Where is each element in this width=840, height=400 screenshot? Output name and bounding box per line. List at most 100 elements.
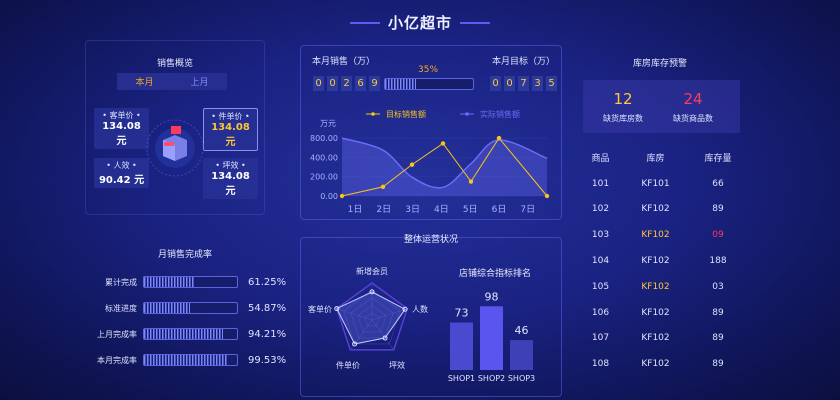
title-deco-right	[460, 22, 490, 24]
completion-bar	[143, 328, 238, 340]
bar-shop3	[510, 340, 533, 370]
inventory-title: 库房库存预警	[632, 59, 687, 69]
table-cell: 102	[591, 204, 610, 215]
table-row[interactable]: 103 KF102 09	[583, 222, 743, 248]
shop-bar-chart: 73 SHOP1 98 SHOP2 46 SHOP3	[448, 290, 535, 383]
radar-spoke	[336, 308, 373, 321]
radar-spoke	[371, 319, 394, 351]
completion-bar	[143, 276, 238, 288]
missing-warehouses-label: 缺货库房数	[603, 114, 643, 123]
completion-label: 累计完成	[105, 277, 137, 287]
period-tabs: 本月 上月	[117, 73, 227, 90]
table-cell: KF102	[641, 256, 670, 267]
table-row[interactable]: 104 KF102 188	[583, 248, 743, 274]
completion-list: 累计完成 61.25% 标准进度 54.87% 上月完成率 94.21% 本月完成率 99.5…	[85, 276, 286, 380]
table-cell: KF102	[641, 359, 670, 370]
kpi-per-person: • 人效 • 90.42 元	[94, 158, 149, 188]
digit: 0	[490, 76, 501, 91]
radar-point	[369, 289, 375, 295]
radar-indicator-label: 新增会员	[356, 266, 388, 276]
target-sales-point	[380, 184, 386, 190]
sales-line-chart: 0.00 200.00 400.00 800.00 万元 1日 2日 3日 4日 5日 6日 7日 目标…	[310, 109, 550, 215]
y-tick-label: 800.00	[310, 134, 338, 143]
bar-value-label: 46	[515, 324, 529, 337]
target-sales-point	[339, 193, 345, 199]
column-header: 商品	[591, 154, 610, 165]
bar-shop1	[450, 322, 473, 370]
digit: 3	[532, 76, 543, 91]
store-icon	[146, 119, 204, 177]
sales-chart-panel	[300, 45, 562, 220]
y-tick-label: 200.00	[310, 173, 338, 182]
target-sales-point	[468, 179, 474, 184]
sales-overview-title: 销售概览	[156, 59, 193, 69]
radar-indicator-label: 件单价	[336, 360, 360, 370]
digit: 5	[546, 76, 557, 91]
completion-value: 61.25%	[248, 276, 287, 288]
table-row[interactable]: 102 KF102 89	[583, 197, 743, 223]
radar-point	[402, 306, 408, 312]
legend-label: 目标销售额	[386, 109, 426, 119]
bar-category-label: SHOP2	[478, 374, 505, 383]
completion-row: 上月完成率 94.21%	[85, 328, 286, 340]
radar-indicator-label: 人数	[412, 304, 428, 314]
completion-fill	[144, 329, 223, 339]
x-tick-label: 1日	[348, 204, 363, 215]
target-sales-point	[496, 135, 502, 141]
tab-this-month[interactable]: 本月	[135, 78, 154, 88]
completion-value: 99.53%	[248, 354, 287, 366]
radar-ring	[364, 312, 380, 327]
radar-ring	[335, 282, 409, 351]
table-row[interactable]: 107 KF102 89	[583, 326, 743, 352]
target-sales-point	[544, 193, 550, 199]
completion-label: 本月完成率	[97, 355, 137, 365]
completion-fill	[144, 277, 196, 287]
radar-ring	[357, 304, 387, 333]
radar-point	[382, 335, 388, 341]
radar-indicator-label: 客单价	[308, 304, 332, 314]
x-tick-label: 5日	[463, 204, 478, 215]
x-tick-label: 4日	[434, 204, 449, 215]
kpi-item-price[interactable]: • 件单价 • 134.08 元	[203, 108, 258, 151]
missing-products-value: 24	[683, 90, 703, 108]
y-axis-unit: 万元	[320, 119, 336, 128]
bar-value-label: 98	[485, 290, 499, 303]
digit: 0	[504, 76, 515, 91]
column-header: 库房	[646, 154, 665, 165]
digit: 7	[518, 76, 529, 91]
digit: 0	[327, 76, 338, 91]
x-tick-label: 3日	[405, 204, 420, 215]
legend-label: 实际销售额	[480, 109, 520, 119]
table-row[interactable]: 105 KF102 03	[583, 274, 743, 300]
target-sales-point	[409, 162, 415, 167]
digit: 2	[341, 76, 352, 91]
legend-marker	[371, 112, 375, 116]
radar-indicator-label: 坪效	[389, 360, 405, 370]
radar-spoke	[350, 319, 373, 351]
table-cell: KF102	[641, 333, 670, 344]
sales-overview-panel	[85, 40, 265, 215]
digit: 6	[355, 76, 366, 91]
table-cell: 89	[712, 333, 724, 344]
target-sales-point	[440, 141, 446, 146]
x-tick-label: 7日	[520, 204, 535, 215]
table-row[interactable]: 106 KF102 89	[583, 300, 743, 326]
target-label: 本月目标（万）	[492, 57, 556, 67]
table-cell: 66	[712, 178, 724, 189]
table-row[interactable]: 101 KF101 66	[583, 171, 743, 197]
table-row[interactable]: 108 KF102 89	[583, 351, 743, 377]
completion-fill	[144, 303, 190, 313]
table-cell: 105	[591, 281, 610, 292]
tab-last-month[interactable]: 上月	[190, 78, 209, 88]
table-cell: 188	[709, 256, 727, 267]
completion-value: 94.21%	[248, 328, 287, 340]
title-deco-left	[350, 22, 380, 24]
column-header: 库存量	[704, 154, 732, 165]
bar-shop2	[480, 306, 503, 370]
table-cell: KF102	[641, 230, 670, 241]
radar-spoke	[371, 308, 408, 321]
legend-marker	[465, 112, 469, 116]
table-cell: 89	[712, 359, 724, 370]
